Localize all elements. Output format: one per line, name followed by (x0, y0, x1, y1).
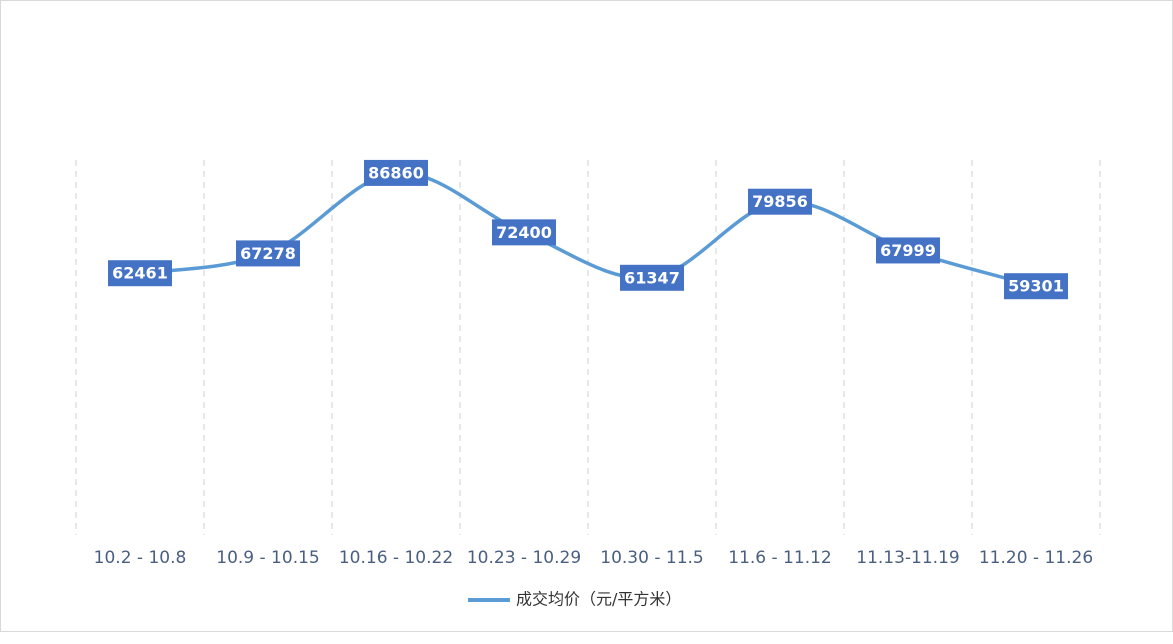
x-tick-label: 11.13-11.19 (856, 548, 959, 568)
value-label: 62461 (112, 264, 168, 283)
legend-label: 成交均价（元/平方米） (516, 590, 681, 609)
value-label-box (236, 240, 300, 267)
value-label: 72400 (496, 223, 552, 242)
value-label-box (876, 237, 940, 264)
value-label-box (748, 188, 812, 215)
value-label-box (1004, 273, 1068, 300)
value-label: 67999 (880, 241, 936, 260)
value-label: 67278 (240, 244, 296, 263)
x-tick-label: 10.23 - 10.29 (467, 548, 581, 568)
x-tick-label: 10.9 - 10.15 (216, 548, 319, 568)
x-tick-label: 11.6 - 11.12 (728, 548, 831, 568)
x-tick-label: 10.30 - 11.5 (600, 548, 703, 568)
value-label: 86860 (368, 163, 424, 182)
x-tick-label: 10.16 - 10.22 (339, 548, 453, 568)
value-label: 79856 (752, 192, 808, 211)
value-label: 59301 (1008, 277, 1064, 296)
value-label-box (364, 159, 428, 186)
x-tick-label: 10.2 - 10.8 (94, 548, 187, 568)
x-tick-label: 11.20 - 11.26 (979, 548, 1093, 568)
value-label-box (108, 260, 172, 287)
value-label-box (620, 264, 684, 291)
value-label: 61347 (624, 268, 680, 287)
value-label-box (492, 219, 556, 246)
